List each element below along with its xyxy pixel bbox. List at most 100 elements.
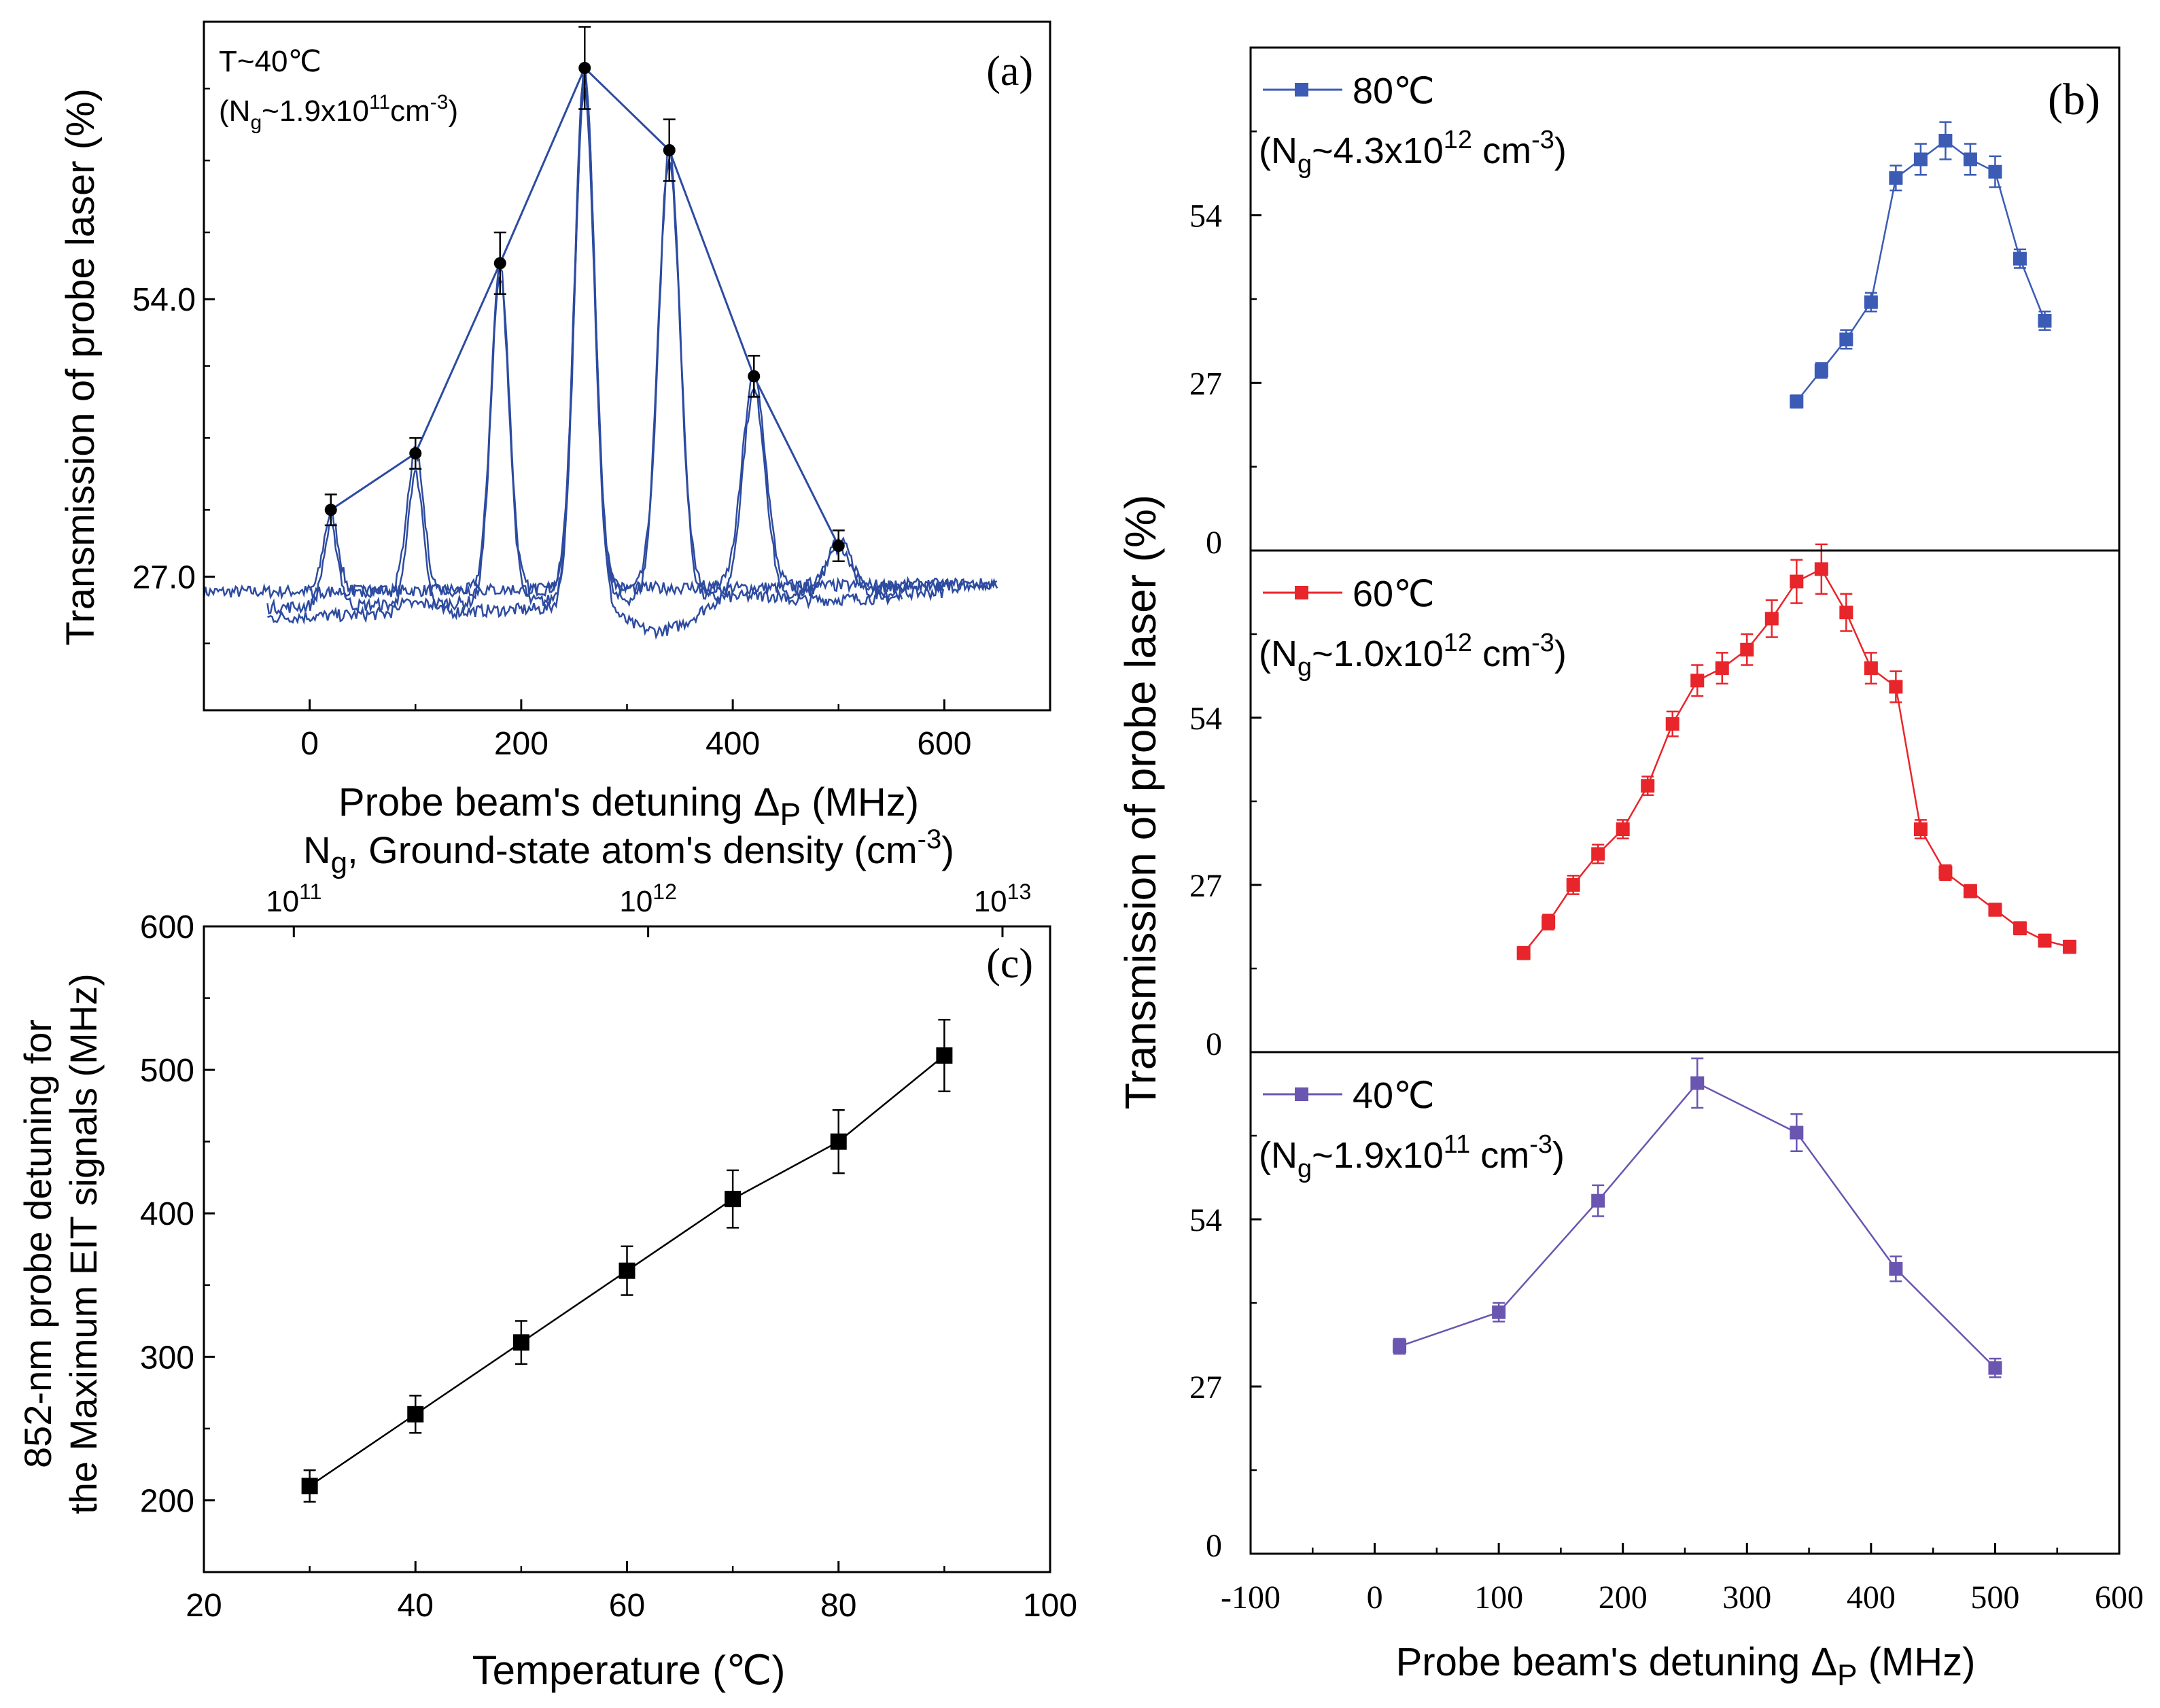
panel-b-xlabel: Probe beam's detuning ΔP (MHz)	[1396, 1640, 1976, 1692]
panel-b3-ytick-label: 27	[1189, 1370, 1222, 1406]
spectrum-trace-1	[203, 72, 998, 600]
panel-b1-point-2	[1814, 364, 1828, 378]
envelope-point-1	[324, 504, 337, 517]
panel-b2-point-20	[1988, 903, 2002, 917]
panel-c-xtick-label: 100	[1023, 1588, 1077, 1624]
panel-b-ylabel: Transmission of probe laser (%)	[1116, 495, 1165, 1110]
panel-c-ytick-label: 200	[140, 1483, 194, 1519]
spectrum-trace-4	[309, 71, 998, 602]
panel-a-xtick-label: 0	[300, 726, 319, 762]
panel-b2-point-8	[1690, 674, 1705, 688]
panel-c-xtick-label: 80	[820, 1588, 856, 1624]
panel-b-xtick-label: 100	[1474, 1580, 1523, 1616]
panel-b3-ytick-label: 54	[1189, 1202, 1222, 1238]
panel-a-density-annotation: (Ng~1.9x1011cm-3)	[219, 91, 458, 134]
panel-c-point-5	[725, 1191, 742, 1208]
panel-b2-point-1	[1516, 946, 1531, 960]
spectrum-trace-2	[267, 86, 903, 640]
envelope-line	[330, 66, 840, 546]
panel-b2-point-21	[2013, 921, 2027, 935]
panel-b-xtick-label: 200	[1599, 1580, 1648, 1616]
panel-b3-legend-label: 40℃	[1353, 1075, 1435, 1116]
panel-c-point-7	[936, 1047, 953, 1064]
panel-b3-point-4	[1690, 1076, 1705, 1090]
panel-b3-density-annotation: (Ng~1.9x1011 cm-3)	[1259, 1130, 1565, 1183]
panel-b-xtick-label: 0	[1367, 1580, 1383, 1616]
panel-b2-density-annotation: (Ng~1.0x1012 cm-3)	[1259, 629, 1567, 682]
panel-b3-ytick-label: 0	[1206, 1528, 1222, 1564]
panel-b-label: (b)	[2048, 75, 2100, 124]
panel-b2-line	[1522, 568, 2070, 954]
panel-b3-point-3	[1591, 1193, 1605, 1208]
envelope-point-6	[748, 370, 761, 383]
panel-b1-point-3	[1839, 332, 1853, 347]
panel-b-xtick-label: 300	[1722, 1580, 1771, 1616]
panel-b2-point-11	[1764, 612, 1779, 626]
panel-b2-point-13	[1814, 562, 1828, 576]
panel-c-ylabel-line1: 852-nm probe detuning for	[16, 1019, 59, 1468]
panel-b3-point-7	[1988, 1361, 2002, 1375]
envelope-point-4	[578, 62, 591, 75]
panel-b1-point-4	[1864, 295, 1878, 309]
envelope-point-3	[493, 257, 506, 270]
panel-b1-point-7	[1938, 134, 1953, 148]
panel-b2-point-17	[1913, 822, 1928, 836]
panel-c-point-6	[830, 1133, 847, 1150]
panel-b-xtick-label: 600	[2095, 1580, 2144, 1616]
panel-b3-line	[1399, 1082, 1996, 1369]
envelope-point-2	[409, 447, 422, 460]
panel-b3-point-5	[1790, 1126, 1804, 1140]
panel-b1-ytick-label: 54	[1189, 198, 1222, 234]
panel-c-ytick-label: 400	[140, 1196, 194, 1232]
panel-a-ylabel: Transmission of probe laser (%)	[58, 88, 103, 646]
panel-b1-point-9	[1988, 164, 2002, 179]
panel-a-ytick-label: 27.0	[133, 559, 196, 595]
panel-a-xtick-label: 200	[494, 726, 548, 762]
panel-c-ytick-label: 500	[140, 1053, 194, 1089]
panel-b3-legend-marker	[1295, 1087, 1308, 1101]
panel-c-xtick-label: 40	[398, 1588, 434, 1624]
panel-c-point-3	[512, 1334, 529, 1351]
panel-b2-ytick-label: 0	[1206, 1026, 1222, 1062]
panel-a-xtick-label: 400	[706, 726, 760, 762]
panel-b2-point-15	[1864, 661, 1878, 676]
panel-b2-point-12	[1790, 574, 1804, 589]
envelope-point-7	[832, 540, 845, 553]
panel-b1-legend-label: 80℃	[1353, 71, 1435, 111]
panel-b-xtick-label: -100	[1221, 1580, 1281, 1616]
panel-c-ytick-label: 300	[140, 1340, 194, 1376]
panel-c-point-4	[619, 1262, 635, 1279]
envelope-point-5	[663, 143, 676, 156]
panel-c-label: (c)	[986, 941, 1033, 987]
panel-b2-ytick-label: 54	[1189, 701, 1222, 737]
panel-b2-point-22	[2038, 934, 2052, 947]
panel-c-xlabel: Temperature (℃)	[472, 1648, 786, 1693]
panel-a-ytick-label: 54.0	[133, 282, 196, 318]
panel-c-ylabel-line2: the Maximum EIT signals (MHz)	[62, 973, 105, 1514]
panel-a-xtick-label: 600	[917, 726, 971, 762]
panel-b3-point-6	[1889, 1261, 1903, 1276]
panel-c-xtick-label: 60	[609, 1588, 645, 1624]
panel-c-ytick-label: 600	[140, 909, 194, 945]
panel-b2-ytick-label: 27	[1189, 868, 1222, 904]
panel-b1-point-1	[1790, 394, 1804, 408]
panel-c-point-1	[301, 1478, 318, 1495]
panel-b2-point-5	[1616, 822, 1630, 836]
panel-b2-point-18	[1938, 865, 1953, 879]
panel-b2-point-3	[1566, 878, 1580, 892]
panel-b2-legend-marker	[1295, 586, 1308, 599]
panel-b1-ytick-label: 0	[1206, 525, 1222, 561]
panel-c-top-tick-label: 1013	[974, 879, 1032, 918]
panel-b1-point-5	[1889, 171, 1903, 185]
panel-b2-point-19	[1963, 884, 1977, 899]
panel-a-label: (a)	[986, 48, 1033, 94]
panel-b2-point-7	[1665, 717, 1679, 731]
panel-b2-point-6	[1641, 779, 1655, 793]
panel-b1-density-annotation: (Ng~4.3x1012 cm-3)	[1259, 126, 1567, 179]
panel-b1-legend-marker	[1295, 83, 1308, 97]
panel-a-temp-annotation: T~40℃	[219, 45, 321, 78]
panel-b1-line	[1796, 139, 2046, 402]
panel-b1-point-8	[1963, 152, 1977, 167]
panel-b2-legend-label: 60℃	[1353, 574, 1435, 614]
